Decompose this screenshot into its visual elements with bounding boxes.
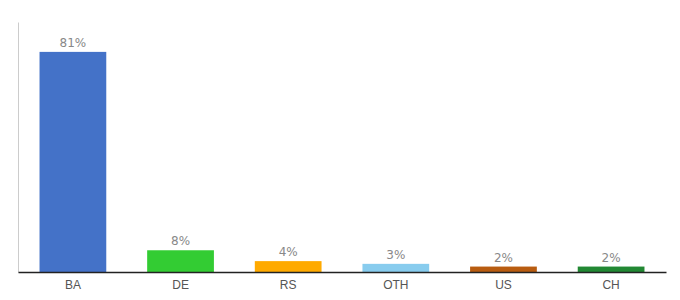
bars (40, 52, 645, 272)
bar (255, 261, 322, 272)
x-axis: BA DE RS OTH US CH (19, 273, 667, 292)
data-label: 8% (171, 234, 190, 248)
x-tick: US (495, 278, 512, 292)
y-axis (18, 23, 19, 273)
x-tick: CH (602, 278, 619, 292)
x-tick: RS (280, 278, 297, 292)
x-tick-label: DE (172, 278, 189, 292)
x-tick-label: BA (65, 278, 81, 292)
chart-container: BA DE RS OTH US CH 81% 8% 4% 3% 2% 2% (0, 0, 680, 300)
x-tick: BA (65, 278, 81, 292)
x-axis-line (19, 272, 667, 274)
bar (40, 52, 107, 272)
x-tick-label: CH (602, 278, 619, 292)
x-tick: OTH (383, 278, 408, 292)
x-tick-label: RS (280, 278, 297, 292)
data-label: 81% (60, 36, 87, 50)
x-tick: DE (172, 278, 189, 292)
x-tick-label: US (495, 278, 512, 292)
x-tick-label: OTH (383, 278, 408, 292)
bar (578, 267, 645, 272)
data-label: 3% (386, 248, 405, 262)
plot-area: BA DE RS OTH US CH 81% 8% 4% 3% 2% 2% (19, 23, 667, 292)
data-label: 2% (602, 251, 621, 265)
bar (470, 267, 537, 272)
bar (362, 264, 429, 272)
data-label: 2% (494, 251, 513, 265)
y-axis-line (18, 23, 19, 273)
chart-svg: BA DE RS OTH US CH 81% 8% 4% 3% 2% 2% (0, 0, 680, 300)
data-labels: 81% 8% 4% 3% 2% 2% (60, 36, 621, 265)
data-label: 4% (279, 245, 298, 259)
bar (147, 250, 214, 272)
